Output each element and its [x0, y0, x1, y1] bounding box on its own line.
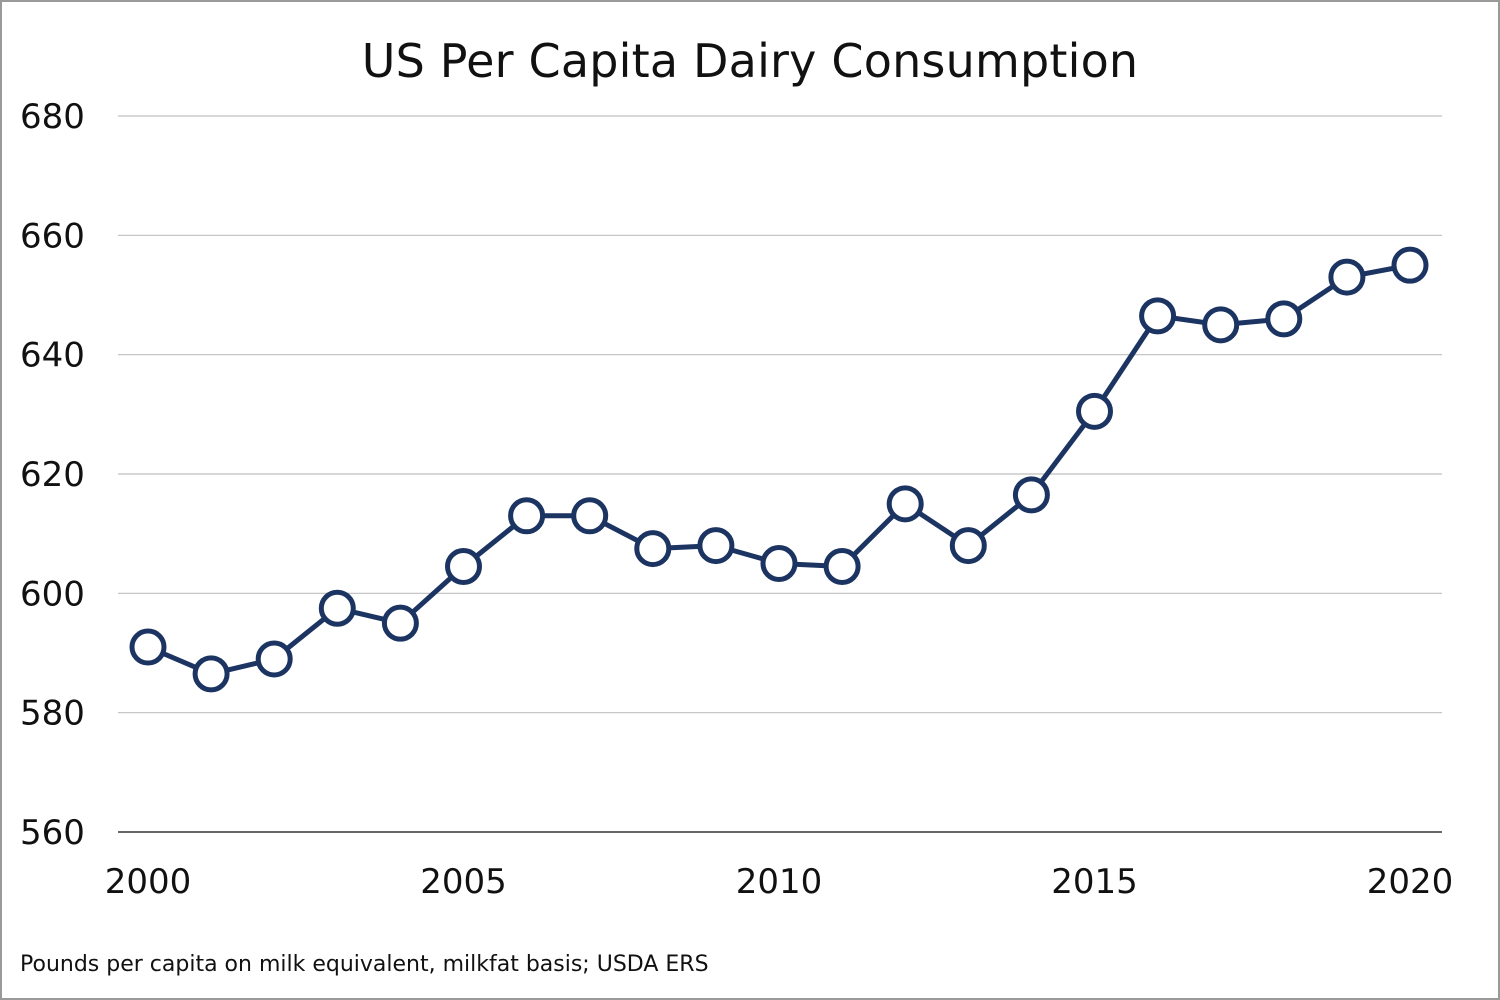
y-tick-label: 680 — [20, 97, 85, 137]
y-tick-label: 660 — [20, 216, 85, 256]
data-point — [760, 545, 798, 582]
x-tick-label: 2015 — [1051, 862, 1138, 902]
data-point — [697, 527, 735, 565]
data-point — [949, 527, 987, 565]
data-point — [823, 547, 861, 585]
y-tick-label: 580 — [20, 694, 85, 734]
data-point — [634, 530, 672, 568]
y-tick-label: 600 — [20, 574, 85, 614]
chart-title: US Per Capita Dairy Consumption — [361, 34, 1139, 88]
grid-layer — [118, 115, 1442, 833]
data-point — [508, 497, 546, 535]
x-tick-label: 2005 — [420, 862, 507, 902]
data-points-layer — [129, 246, 1429, 693]
y-tick-label: 640 — [20, 336, 85, 376]
y-tick-label: 620 — [20, 455, 85, 495]
x-tick-label: 2020 — [1367, 862, 1454, 902]
x-tick-label: 2000 — [105, 862, 192, 902]
data-point — [1012, 476, 1050, 514]
data-point — [129, 628, 167, 666]
data-point — [381, 604, 419, 642]
x-tick-labels: 2000 2005 2010 2015 2020 — [105, 862, 1454, 902]
data-point — [886, 485, 924, 523]
data-point — [1328, 258, 1366, 296]
data-point — [1391, 246, 1429, 284]
data-point — [318, 589, 356, 627]
x-tick-label: 2010 — [736, 862, 823, 902]
data-point — [445, 547, 482, 585]
data-point — [1265, 300, 1303, 338]
chart-footnote: Pounds per capita on milk equivalent, mi… — [20, 952, 709, 977]
data-point — [1076, 392, 1113, 430]
y-tick-labels: 680 660 640 620 600 580 560 — [20, 97, 85, 853]
data-point — [1202, 306, 1240, 344]
y-tick-label: 560 — [20, 813, 85, 853]
data-point — [192, 655, 230, 693]
data-point — [1139, 297, 1177, 335]
data-point — [255, 640, 293, 678]
data-point — [571, 497, 609, 535]
